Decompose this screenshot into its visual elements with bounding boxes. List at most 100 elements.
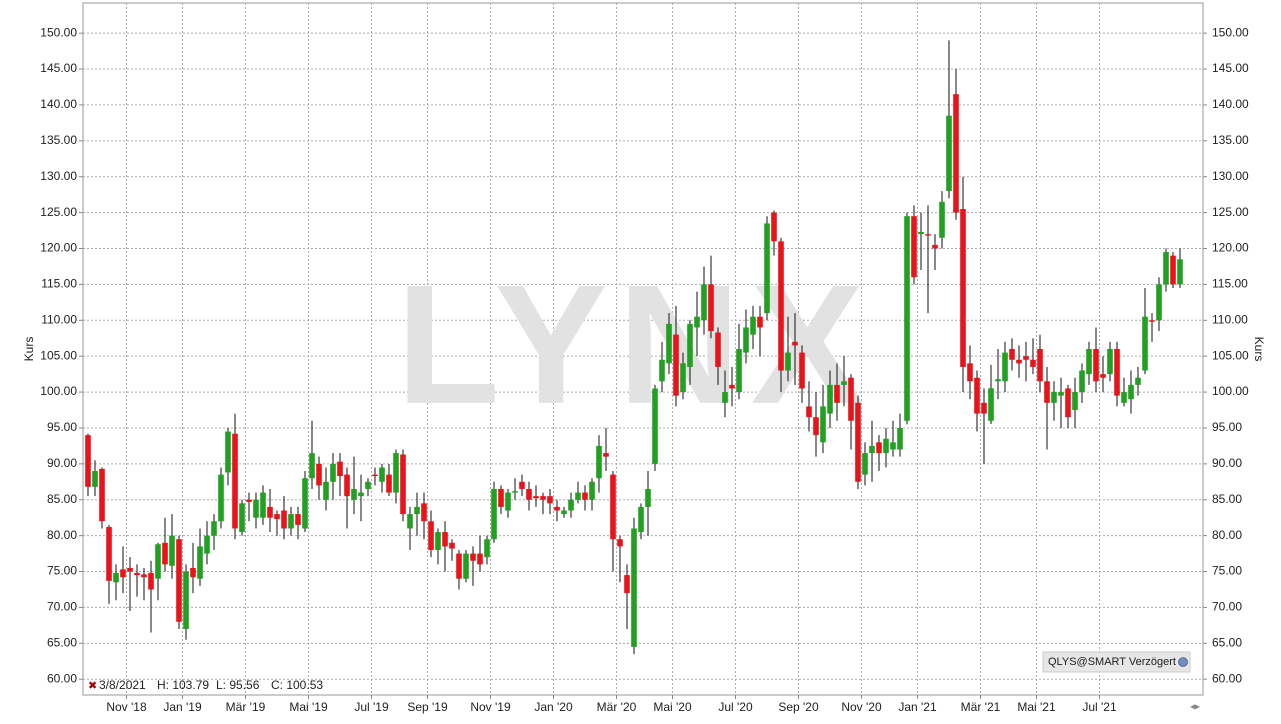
candle-body bbox=[470, 553, 476, 561]
candle-body bbox=[141, 574, 147, 578]
grid bbox=[83, 3, 1203, 695]
candle-body bbox=[330, 463, 336, 482]
candle-body bbox=[351, 488, 357, 500]
candle-body bbox=[603, 453, 609, 457]
candle-body bbox=[1163, 252, 1169, 285]
candle-body bbox=[1058, 392, 1064, 396]
candle-body bbox=[1079, 370, 1085, 393]
x-tick-label: Jul '20 bbox=[718, 700, 753, 714]
source-box: QLYS@SMART Verzögert bbox=[1042, 651, 1191, 673]
candle-body bbox=[911, 216, 917, 278]
candle-body bbox=[267, 506, 273, 518]
candle-body bbox=[85, 435, 91, 487]
candle-body bbox=[414, 506, 420, 515]
candle-body bbox=[148, 572, 154, 590]
candle-body bbox=[1009, 349, 1015, 360]
y2-tick-label: 95.00 bbox=[1212, 420, 1242, 434]
candle-body bbox=[372, 474, 378, 477]
y-tick-label: 80.00 bbox=[47, 528, 77, 542]
x-tick-label: Jul '21 bbox=[1082, 700, 1117, 714]
candle-body bbox=[1107, 349, 1113, 375]
candle-body bbox=[421, 503, 427, 522]
x-tick-label: Sep '20 bbox=[778, 700, 819, 714]
y2-tick-label: 60.00 bbox=[1212, 671, 1242, 685]
info-high: H: 103.79 bbox=[157, 678, 209, 692]
candle-body bbox=[834, 384, 840, 403]
candle-body bbox=[862, 453, 868, 475]
candle-body bbox=[890, 442, 896, 450]
candle-body bbox=[155, 544, 161, 579]
globe-icon bbox=[1178, 657, 1188, 667]
candle-body bbox=[435, 532, 441, 550]
candle-body bbox=[477, 553, 483, 565]
candle-body bbox=[316, 463, 322, 486]
candle-body bbox=[239, 503, 245, 533]
candle-body bbox=[848, 377, 854, 421]
candle-body bbox=[533, 496, 539, 499]
y-tick-label: 90.00 bbox=[47, 456, 77, 470]
scroll-arrow[interactable]: ◂▸ bbox=[1190, 702, 1200, 713]
y-tick-label: 110.00 bbox=[41, 312, 77, 326]
candle-body bbox=[127, 567, 133, 572]
y-tick-label: 65.00 bbox=[47, 635, 77, 649]
candle-body bbox=[701, 284, 707, 321]
candle-body bbox=[1100, 374, 1106, 378]
candle-body bbox=[225, 431, 231, 473]
candle-body bbox=[1051, 392, 1057, 403]
candle-body bbox=[792, 341, 798, 346]
candle-body bbox=[666, 323, 672, 364]
y-axis-title: Kurs bbox=[22, 337, 36, 362]
candle-body bbox=[897, 427, 903, 450]
candle-body bbox=[876, 442, 882, 454]
candle-body bbox=[113, 572, 119, 583]
candle-body bbox=[204, 535, 210, 554]
x-tick-label: Nov '18 bbox=[106, 700, 147, 714]
y-tick-label: 60.00 bbox=[47, 671, 77, 685]
candle-body bbox=[680, 363, 686, 393]
info-bar: ✖ 3/8/2021 H: 103.79 L: 95.56 C: 100.53 bbox=[88, 678, 323, 692]
y-tick-label: 135.00 bbox=[40, 133, 77, 147]
y2-tick-label: 90.00 bbox=[1212, 456, 1242, 470]
candle-body bbox=[967, 363, 973, 382]
candle-body bbox=[659, 359, 665, 382]
candle-body bbox=[1177, 259, 1183, 285]
candle-body bbox=[1128, 384, 1134, 400]
candle-body bbox=[1114, 349, 1120, 396]
candle-body bbox=[1086, 349, 1092, 375]
x-tick-label: Nov '20 bbox=[841, 700, 882, 714]
y-tick-label: 140.00 bbox=[40, 97, 77, 111]
x-tick-label: Mär '19 bbox=[226, 700, 266, 714]
candle-body bbox=[99, 468, 105, 522]
candle-body bbox=[449, 542, 455, 549]
candle-body bbox=[309, 453, 315, 479]
candle-body bbox=[1037, 349, 1043, 382]
candle-body bbox=[176, 539, 182, 622]
x-tick-label: Mai '21 bbox=[1017, 700, 1056, 714]
y2-tick-label: 125.00 bbox=[1212, 205, 1249, 219]
candle-body bbox=[218, 474, 224, 522]
candle-body bbox=[540, 496, 546, 500]
candle-body bbox=[491, 488, 497, 540]
candle-body bbox=[988, 388, 994, 421]
candle-body bbox=[575, 492, 581, 500]
candle-body bbox=[617, 539, 623, 547]
y-tick-label: 145.00 bbox=[40, 61, 77, 75]
candle-body bbox=[526, 488, 532, 500]
candle-body bbox=[1156, 284, 1162, 321]
y2-tick-label: 120.00 bbox=[1212, 241, 1249, 255]
candle-body bbox=[1093, 349, 1099, 382]
candle-body bbox=[197, 546, 203, 579]
candle-body bbox=[715, 332, 721, 367]
candle-body bbox=[1065, 388, 1071, 418]
y2-axis-title: Kurs bbox=[1252, 337, 1266, 362]
x-tick-label: Sep '19 bbox=[407, 700, 448, 714]
candle-body bbox=[589, 481, 595, 500]
candle-body bbox=[820, 406, 826, 443]
x-tick-label: Jan '19 bbox=[163, 700, 202, 714]
y-tick-label: 120.00 bbox=[40, 241, 77, 255]
candle-body bbox=[120, 569, 126, 578]
y2-tick-label: 70.00 bbox=[1212, 600, 1242, 614]
candle-body bbox=[736, 349, 742, 393]
x-tick-label: Nov '19 bbox=[470, 700, 511, 714]
y-tick-label: 100.00 bbox=[40, 384, 77, 398]
